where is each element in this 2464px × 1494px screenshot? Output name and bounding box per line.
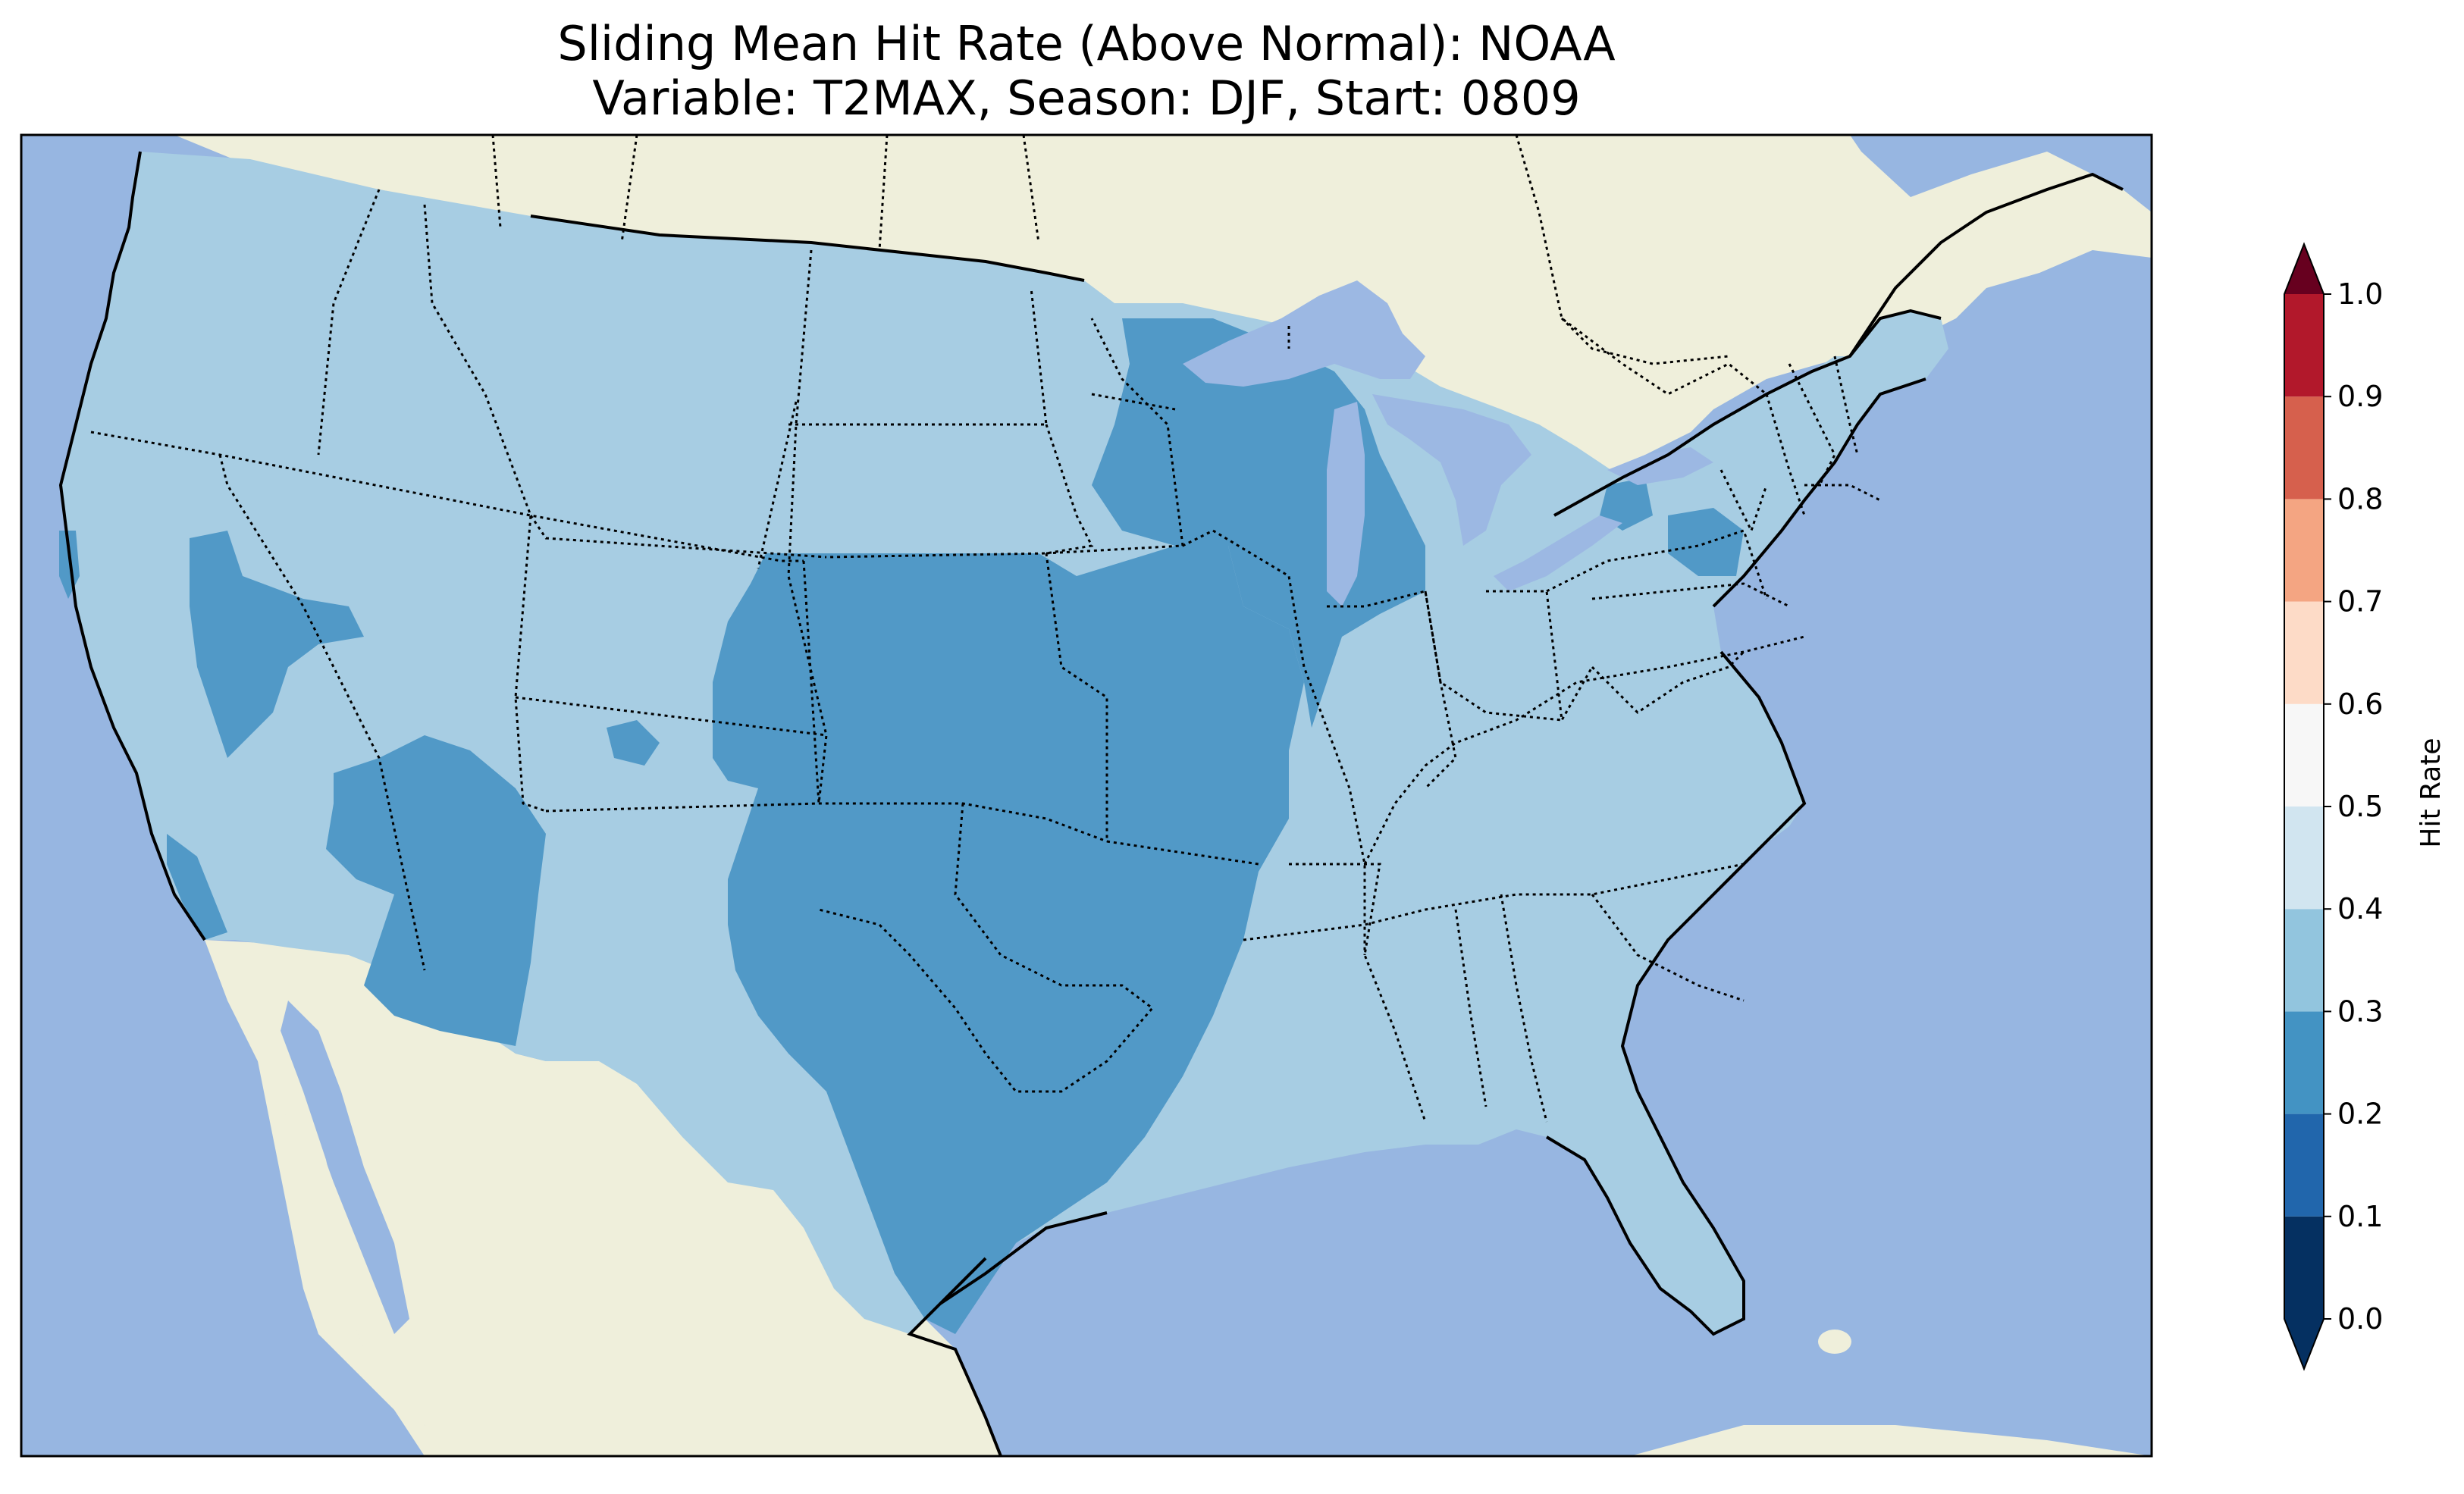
colorbar-bin xyxy=(2284,807,2324,909)
colorbar-bin xyxy=(2284,1114,2324,1217)
colorbar-bin xyxy=(2284,499,2324,601)
colorbar-tick-label: 0.9 xyxy=(2337,380,2383,413)
colorbar-tick-label: 0.2 xyxy=(2337,1098,2383,1131)
colorbar-tick-label: 0.1 xyxy=(2337,1200,2383,1233)
colorbar-bin xyxy=(2284,704,2324,807)
colorbar-ticks: 0.0 0.1 0.2 0.3 0.4 0.5 0.6 0.7 0.8 0.9 1.0 xyxy=(2324,277,2383,1336)
colorbar-extend-low xyxy=(2284,1319,2324,1369)
colorbar-bin xyxy=(2284,1011,2324,1113)
colorbar-bin xyxy=(2284,602,2324,704)
colorbar-bin xyxy=(2284,396,2324,499)
colorbar-tick-label: 0.0 xyxy=(2337,1302,2383,1336)
colorbar-tick-label: 1.0 xyxy=(2337,277,2383,311)
colorbar-tick-label: 0.7 xyxy=(2337,585,2383,619)
colorbar-bin xyxy=(2284,1217,2324,1319)
colorbar-tick-label: 0.5 xyxy=(2337,790,2383,823)
colorbar-tick-label: 0.8 xyxy=(2337,482,2383,515)
colorbar-label: Hit Rate xyxy=(2415,738,2447,847)
colorbar-extend-high xyxy=(2284,244,2324,294)
colorbar-tick-label: 0.6 xyxy=(2337,687,2383,721)
colorbar-bin xyxy=(2284,294,2324,396)
colorbar-bin xyxy=(2284,909,2324,1011)
colorbar-tick-label: 0.3 xyxy=(2337,994,2383,1028)
colorbar-bins xyxy=(2284,294,2324,1319)
colorbar-tick-label: 0.4 xyxy=(2337,892,2383,926)
